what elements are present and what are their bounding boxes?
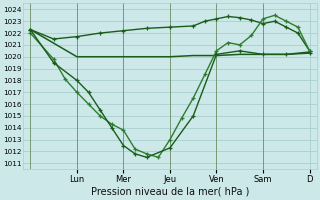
X-axis label: Pression niveau de la mer( hPa ): Pression niveau de la mer( hPa )	[91, 187, 249, 197]
